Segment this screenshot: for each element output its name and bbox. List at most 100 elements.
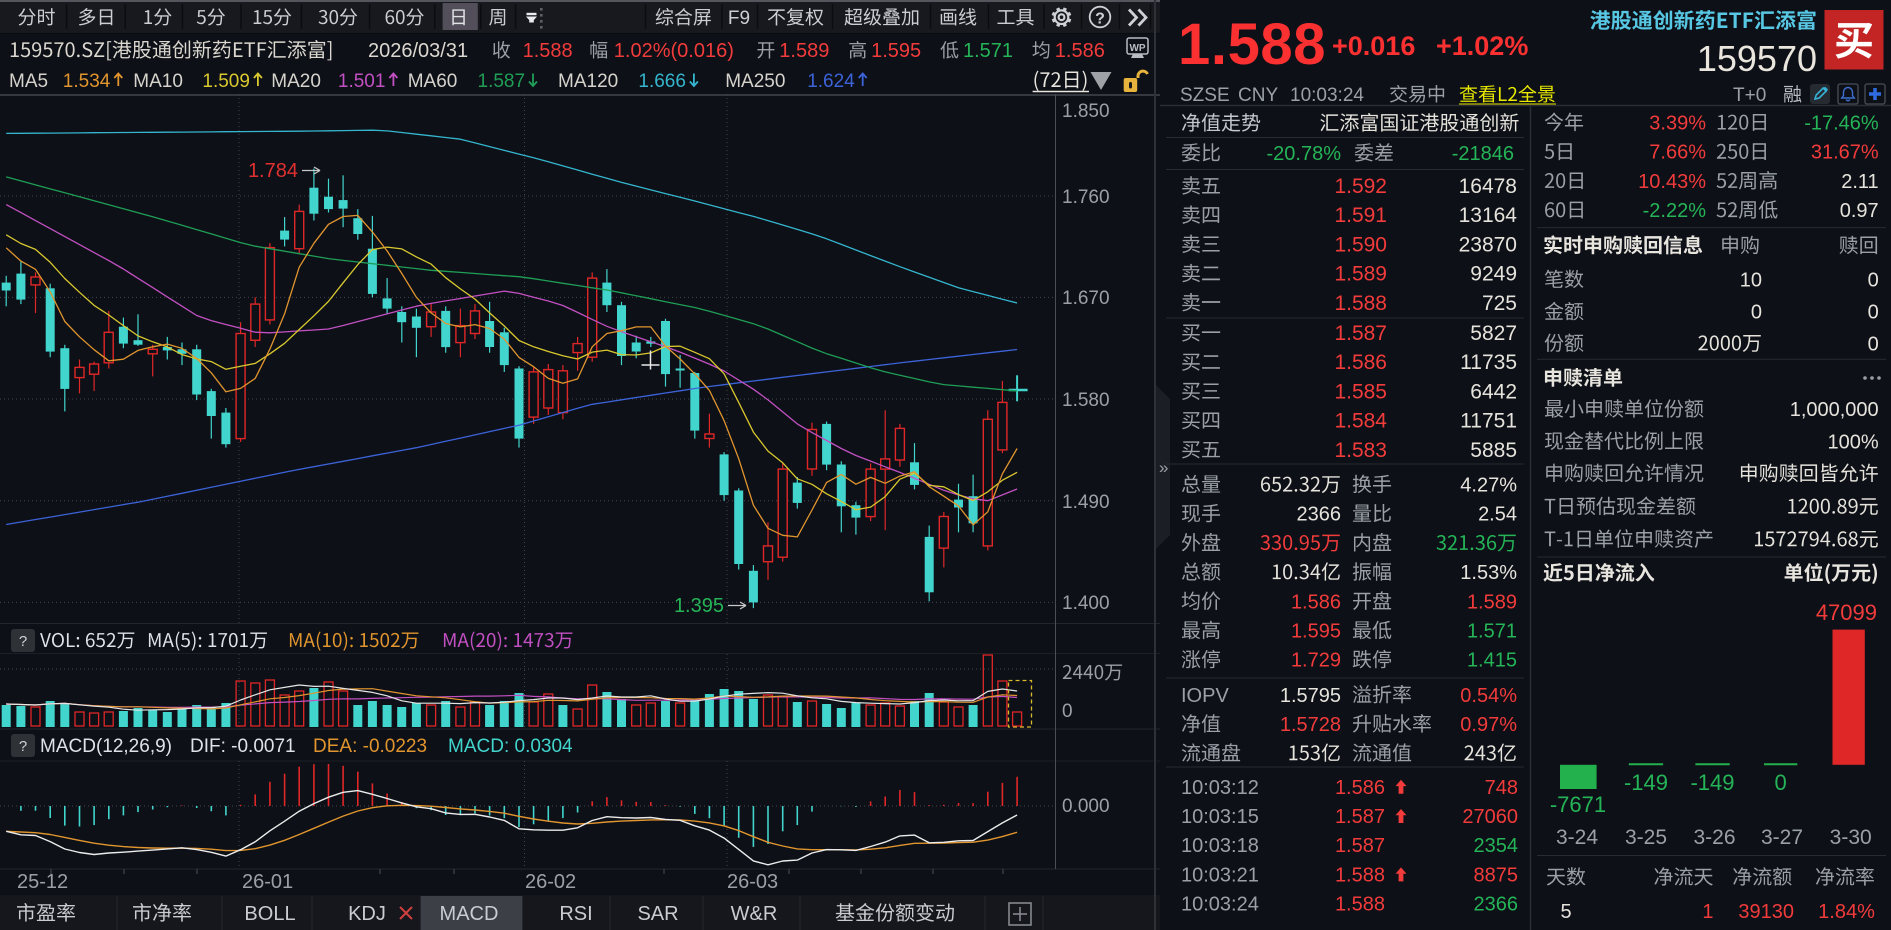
svg-text:CNY: CNY [1238, 85, 1278, 106]
svg-text:1.501: 1.501 [338, 71, 386, 92]
svg-text:W&R: W&R [731, 903, 778, 925]
svg-text:1.400: 1.400 [1062, 593, 1110, 614]
svg-text:10:03:18: 10:03:18 [1181, 835, 1259, 857]
svg-text:9249: 9249 [1470, 263, 1517, 286]
svg-text:0: 0 [1774, 770, 1786, 795]
svg-text:WP: WP [1129, 43, 1145, 54]
svg-text:31.67%: 31.67% [1811, 142, 1879, 164]
svg-text:1.534: 1.534 [63, 71, 111, 92]
svg-text:159570: 159570 [1697, 38, 1817, 79]
svg-text:1.587: 1.587 [478, 71, 526, 92]
svg-text:10:03:15: 10:03:15 [1181, 806, 1259, 828]
svg-text:2.54: 2.54 [1478, 504, 1517, 526]
svg-text:5827: 5827 [1470, 322, 1517, 345]
svg-text:2354: 2354 [1474, 835, 1519, 857]
svg-text:1.584: 1.584 [1334, 410, 1387, 433]
svg-text:1.586: 1.586 [1335, 777, 1385, 799]
svg-text:1.587: 1.587 [1335, 835, 1385, 857]
svg-text:1.586: 1.586 [1291, 591, 1341, 613]
svg-text:2366: 2366 [1474, 894, 1519, 916]
svg-text:1,000,000: 1,000,000 [1790, 399, 1879, 421]
svg-text:1.84%: 1.84% [1818, 901, 1875, 923]
svg-text:7.66%: 7.66% [1649, 142, 1706, 164]
svg-text:MA250: MA250 [725, 71, 785, 92]
svg-text:MACD(12,26,9): MACD(12,26,9) [40, 736, 172, 757]
svg-text:?: ? [1095, 11, 1105, 28]
svg-text:-21846: -21846 [1452, 143, 1514, 165]
svg-text:10:03:24: 10:03:24 [1181, 894, 1259, 916]
svg-text:SAR: SAR [637, 903, 678, 925]
svg-text:?: ? [19, 633, 27, 650]
svg-text:0: 0 [1751, 302, 1762, 324]
svg-text:RSI: RSI [559, 903, 592, 925]
svg-text:8875: 8875 [1474, 864, 1519, 886]
svg-text:3-27: 3-27 [1761, 826, 1803, 849]
svg-text:1.588: 1.588 [1335, 894, 1385, 916]
svg-text:11751: 11751 [1460, 410, 1517, 433]
svg-text:1.760: 1.760 [1062, 187, 1110, 208]
svg-text:3-25: 3-25 [1625, 826, 1667, 849]
svg-text:1.586: 1.586 [1055, 40, 1105, 62]
svg-text:725: 725 [1482, 292, 1517, 315]
svg-text:1.02%(0.016): 1.02%(0.016) [614, 40, 734, 62]
svg-text:DIF: -0.0071: DIF: -0.0071 [190, 736, 296, 757]
svg-text:47099: 47099 [1816, 600, 1877, 625]
svg-text:KDJ: KDJ [348, 903, 386, 925]
svg-text:11735: 11735 [1460, 351, 1517, 374]
svg-text:1.586: 1.586 [1334, 351, 1387, 374]
svg-text:1.415: 1.415 [1467, 650, 1517, 672]
svg-text:1.588: 1.588 [1178, 12, 1326, 77]
svg-text:MA20: MA20 [271, 71, 321, 92]
svg-text:IOPV: IOPV [1181, 685, 1229, 707]
svg-text:1.5728: 1.5728 [1280, 714, 1341, 736]
svg-text:1.589: 1.589 [1467, 591, 1517, 613]
svg-text:MACD: 0.0304: MACD: 0.0304 [448, 736, 573, 757]
svg-text:0.54%: 0.54% [1460, 685, 1517, 707]
svg-text:26-01: 26-01 [242, 871, 293, 893]
svg-text:1.670: 1.670 [1062, 288, 1110, 309]
svg-text:1.590: 1.590 [1334, 233, 1387, 256]
svg-text:1.666: 1.666 [638, 71, 686, 92]
svg-text:1.580: 1.580 [1062, 390, 1110, 411]
svg-text:25-12: 25-12 [17, 871, 68, 893]
svg-text:1.624: 1.624 [807, 71, 855, 92]
svg-text:-149: -149 [1690, 770, 1734, 795]
svg-text:»: » [1159, 458, 1168, 477]
svg-text:1.595: 1.595 [1291, 621, 1341, 643]
svg-text:26-02: 26-02 [525, 871, 576, 893]
svg-text:-2.22%: -2.22% [1643, 200, 1707, 222]
svg-text:4.27%: 4.27% [1460, 475, 1517, 497]
svg-text:0.97%: 0.97% [1460, 714, 1517, 736]
svg-text:0: 0 [1868, 270, 1879, 292]
svg-text:10.43%: 10.43% [1638, 171, 1706, 193]
svg-text:0: 0 [1868, 333, 1879, 355]
svg-text:MA120: MA120 [558, 71, 618, 92]
svg-text:26-03: 26-03 [727, 871, 778, 893]
svg-text:-149: -149 [1624, 770, 1668, 795]
svg-text:BOLL: BOLL [244, 903, 295, 925]
svg-text:1.490: 1.490 [1062, 492, 1110, 513]
svg-text:T+0: T+0 [1733, 85, 1766, 106]
svg-text:1.587: 1.587 [1335, 806, 1385, 828]
svg-text:1.588: 1.588 [1335, 864, 1385, 886]
svg-text:1.587: 1.587 [1334, 322, 1387, 345]
svg-text:0: 0 [1868, 302, 1879, 324]
svg-text:1.588: 1.588 [1334, 292, 1387, 315]
svg-text:1.583: 1.583 [1334, 439, 1387, 462]
svg-text:1.395: 1.395 [674, 595, 724, 617]
svg-text:?: ? [19, 738, 27, 755]
svg-text:1: 1 [1702, 901, 1713, 923]
svg-text:1.591: 1.591 [1334, 204, 1387, 227]
svg-text:10:03:12: 10:03:12 [1181, 777, 1259, 799]
svg-text:1.850: 1.850 [1062, 101, 1110, 122]
svg-text:1.5795: 1.5795 [1280, 685, 1341, 707]
svg-text:SZSE: SZSE [1180, 85, 1230, 106]
svg-text:-7671: -7671 [1550, 792, 1606, 817]
svg-text:1.585: 1.585 [1334, 380, 1387, 403]
svg-text:748: 748 [1485, 777, 1518, 799]
svg-text:MA10: MA10 [133, 71, 183, 92]
svg-text:0.97: 0.97 [1840, 200, 1879, 222]
svg-text:1.53%: 1.53% [1460, 562, 1517, 584]
svg-text:3.39%: 3.39% [1649, 113, 1706, 135]
svg-text:2026/03/31: 2026/03/31 [368, 40, 468, 62]
